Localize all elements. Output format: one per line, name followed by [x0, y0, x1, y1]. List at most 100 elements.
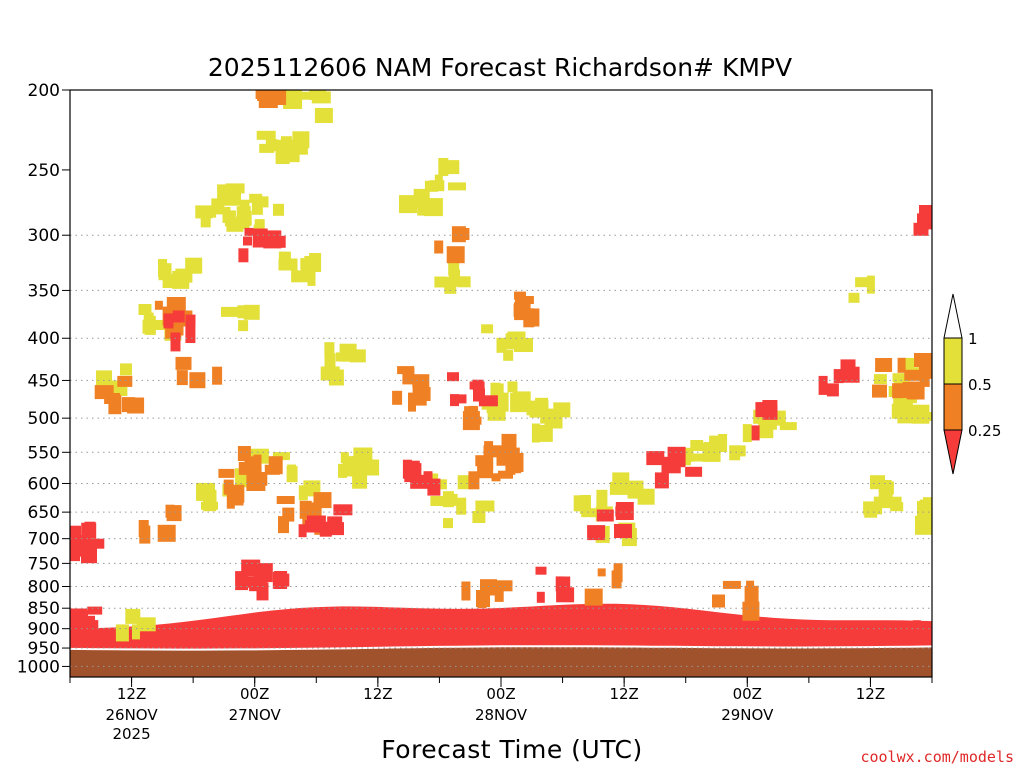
- ri-cell: [540, 414, 555, 424]
- credit-link[interactable]: coolwx.com/models: [860, 748, 1014, 766]
- x-tick-label: 00Z: [733, 685, 762, 703]
- ri-cell: [294, 91, 312, 100]
- ri-cell: [165, 504, 175, 518]
- y-tick-label: 750: [28, 554, 60, 574]
- ri-cell: [536, 591, 545, 603]
- ri-cell: [79, 620, 99, 632]
- ri-cell: [272, 452, 290, 461]
- y-tick-label: 550: [28, 443, 60, 463]
- ri-cell: [685, 466, 703, 477]
- ri-cell: [456, 497, 467, 515]
- ri-cell: [905, 357, 914, 375]
- ri-cell: [505, 459, 516, 475]
- ri-cell: [313, 492, 332, 509]
- ri-cell: [456, 394, 467, 404]
- ri-cell: [70, 633, 79, 649]
- ri-cell: [104, 393, 121, 404]
- x-tick-label: 00Z: [486, 685, 515, 703]
- ri-cell: [285, 98, 302, 107]
- ri-cell: [195, 205, 213, 219]
- ri-cell: [762, 400, 778, 410]
- ri-cell: [255, 90, 270, 99]
- x-tick-year: 2025: [112, 725, 150, 743]
- y-tick-label: 950: [28, 639, 60, 659]
- ri-cell: [70, 546, 86, 557]
- ri-cell: [878, 480, 892, 492]
- ri-cell: [117, 375, 133, 387]
- ri-cell: [243, 304, 260, 320]
- ri-cell: [535, 566, 547, 575]
- ri-cell: [496, 337, 507, 353]
- x-axis-label: Forecast Time (UTC): [381, 735, 642, 764]
- ri-cell: [417, 196, 428, 216]
- surface-line: [69, 645, 933, 651]
- x-tick-label: 12Z: [117, 685, 146, 703]
- ri-cell: [581, 508, 601, 518]
- ri-cell: [646, 451, 665, 466]
- ri-cell: [251, 200, 263, 215]
- ri-cell: [185, 324, 196, 343]
- ri-cell: [690, 440, 704, 451]
- colorbar-bottom-arrow: [943, 429, 963, 475]
- ri-cell: [235, 571, 249, 591]
- plot-area: [69, 90, 933, 677]
- ri-cell: [709, 435, 724, 444]
- ri-cell: [584, 588, 603, 606]
- y-tick-label: 200: [28, 81, 60, 101]
- ri-cell: [434, 240, 444, 254]
- ri-cell: [889, 496, 902, 505]
- ri-cell: [475, 455, 492, 467]
- ri-cell: [514, 338, 533, 352]
- ri-cell: [703, 444, 713, 460]
- ri-cell: [481, 586, 501, 596]
- ri-cell: [704, 442, 724, 452]
- ri-cell: [573, 495, 591, 512]
- y-tick-label: 400: [28, 329, 60, 349]
- ri-cell: [472, 379, 484, 390]
- ri-cell: [413, 463, 422, 476]
- ri-cell: [252, 228, 268, 248]
- ri-cell: [627, 480, 644, 499]
- ri-cell: [718, 434, 728, 452]
- ri-cell: [514, 302, 530, 321]
- x-tick-label: 12Z: [609, 685, 638, 703]
- ri-cell: [468, 471, 480, 490]
- ri-cell: [239, 199, 250, 213]
- ri-cell: [596, 489, 608, 508]
- y-tick-label: 450: [28, 371, 60, 391]
- ri-cell: [408, 392, 416, 412]
- ri-cell: [923, 497, 932, 509]
- ri-cell: [423, 198, 443, 217]
- ri-cell: [237, 446, 251, 461]
- ri-cell: [298, 485, 308, 501]
- ri-cell: [918, 525, 932, 534]
- x-tick-label: 12Z: [363, 685, 392, 703]
- ri-cell: [311, 91, 331, 104]
- ri-cell: [293, 136, 308, 155]
- ri-cell: [742, 424, 752, 443]
- ri-cell: [848, 292, 860, 303]
- ri-cell: [611, 570, 622, 589]
- ri-cell: [392, 390, 403, 405]
- ri-cell: [891, 403, 901, 419]
- ri-cell: [272, 235, 286, 248]
- x-tick-label: 00Z: [240, 685, 269, 703]
- ri-cell: [862, 278, 871, 287]
- ri-cell: [223, 479, 234, 495]
- ri-cell: [890, 502, 904, 512]
- ri-cell: [280, 136, 292, 149]
- x-tick-date: 26NOV: [106, 706, 159, 724]
- plot-frame: [69, 89, 933, 678]
- ri-cell: [443, 518, 453, 529]
- ri-cell: [478, 395, 498, 407]
- ri-cell: [231, 484, 245, 503]
- ri-cell: [314, 108, 333, 123]
- ri-cell: [612, 472, 630, 486]
- ri-cell: [538, 424, 553, 442]
- ri-cell: [872, 384, 887, 398]
- ri-cell: [744, 585, 759, 604]
- ri-cell: [438, 158, 449, 176]
- ri-cell: [86, 630, 96, 645]
- ri-cell: [152, 320, 165, 330]
- ri-cell: [412, 195, 421, 207]
